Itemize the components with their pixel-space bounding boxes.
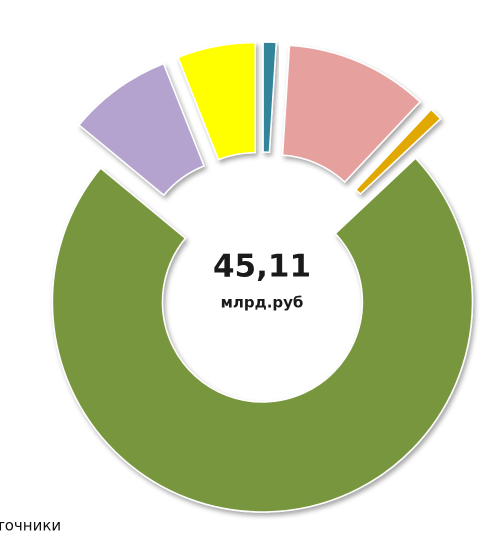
footer-text: точники	[0, 517, 61, 534]
slice	[281, 44, 422, 184]
slices	[51, 41, 474, 513]
slice	[354, 108, 442, 196]
slice	[77, 62, 206, 197]
slice	[51, 157, 474, 513]
slice	[176, 41, 257, 161]
center-unit: млрд.руб	[221, 294, 304, 312]
center-value: 45,11	[213, 249, 311, 285]
slice	[262, 41, 278, 154]
